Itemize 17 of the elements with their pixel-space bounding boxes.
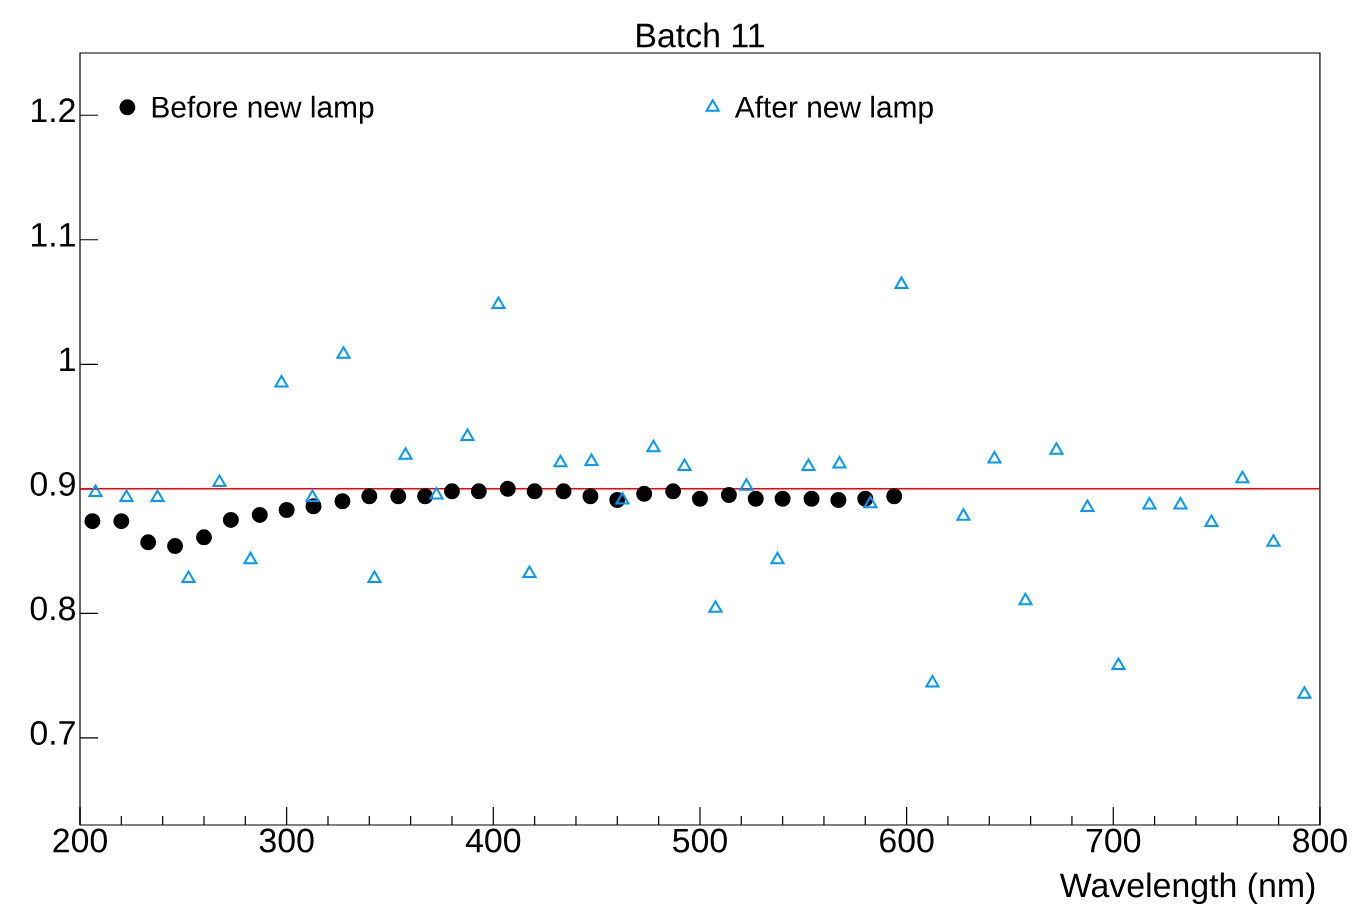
x-tick-label: 200	[53, 828, 107, 853]
chart-title: Batch 11	[637, 22, 764, 48]
y-tick-label: 0.7	[30, 720, 75, 745]
x-tick-label: 500	[673, 828, 727, 853]
x-tick-label: 300	[259, 828, 314, 853]
y-tick-label: 1.1	[31, 223, 75, 247]
x-axis-title: Wavelength (nm)	[1059, 872, 1315, 905]
y-tick-label: 1	[60, 347, 75, 372]
y-tick-label: 0.8	[30, 596, 76, 621]
legend-label: After new lamp	[734, 95, 933, 124]
legend-label: Before new lamp	[152, 95, 374, 124]
y-tick-label: 1.2	[31, 98, 75, 123]
x-tick-label: 700	[1086, 828, 1141, 853]
y-tick-label: 0.9	[30, 471, 75, 496]
x-tick-label: 400	[465, 828, 521, 853]
x-tick-label: 600	[880, 828, 934, 853]
x-tick-label: 800	[1293, 828, 1347, 853]
